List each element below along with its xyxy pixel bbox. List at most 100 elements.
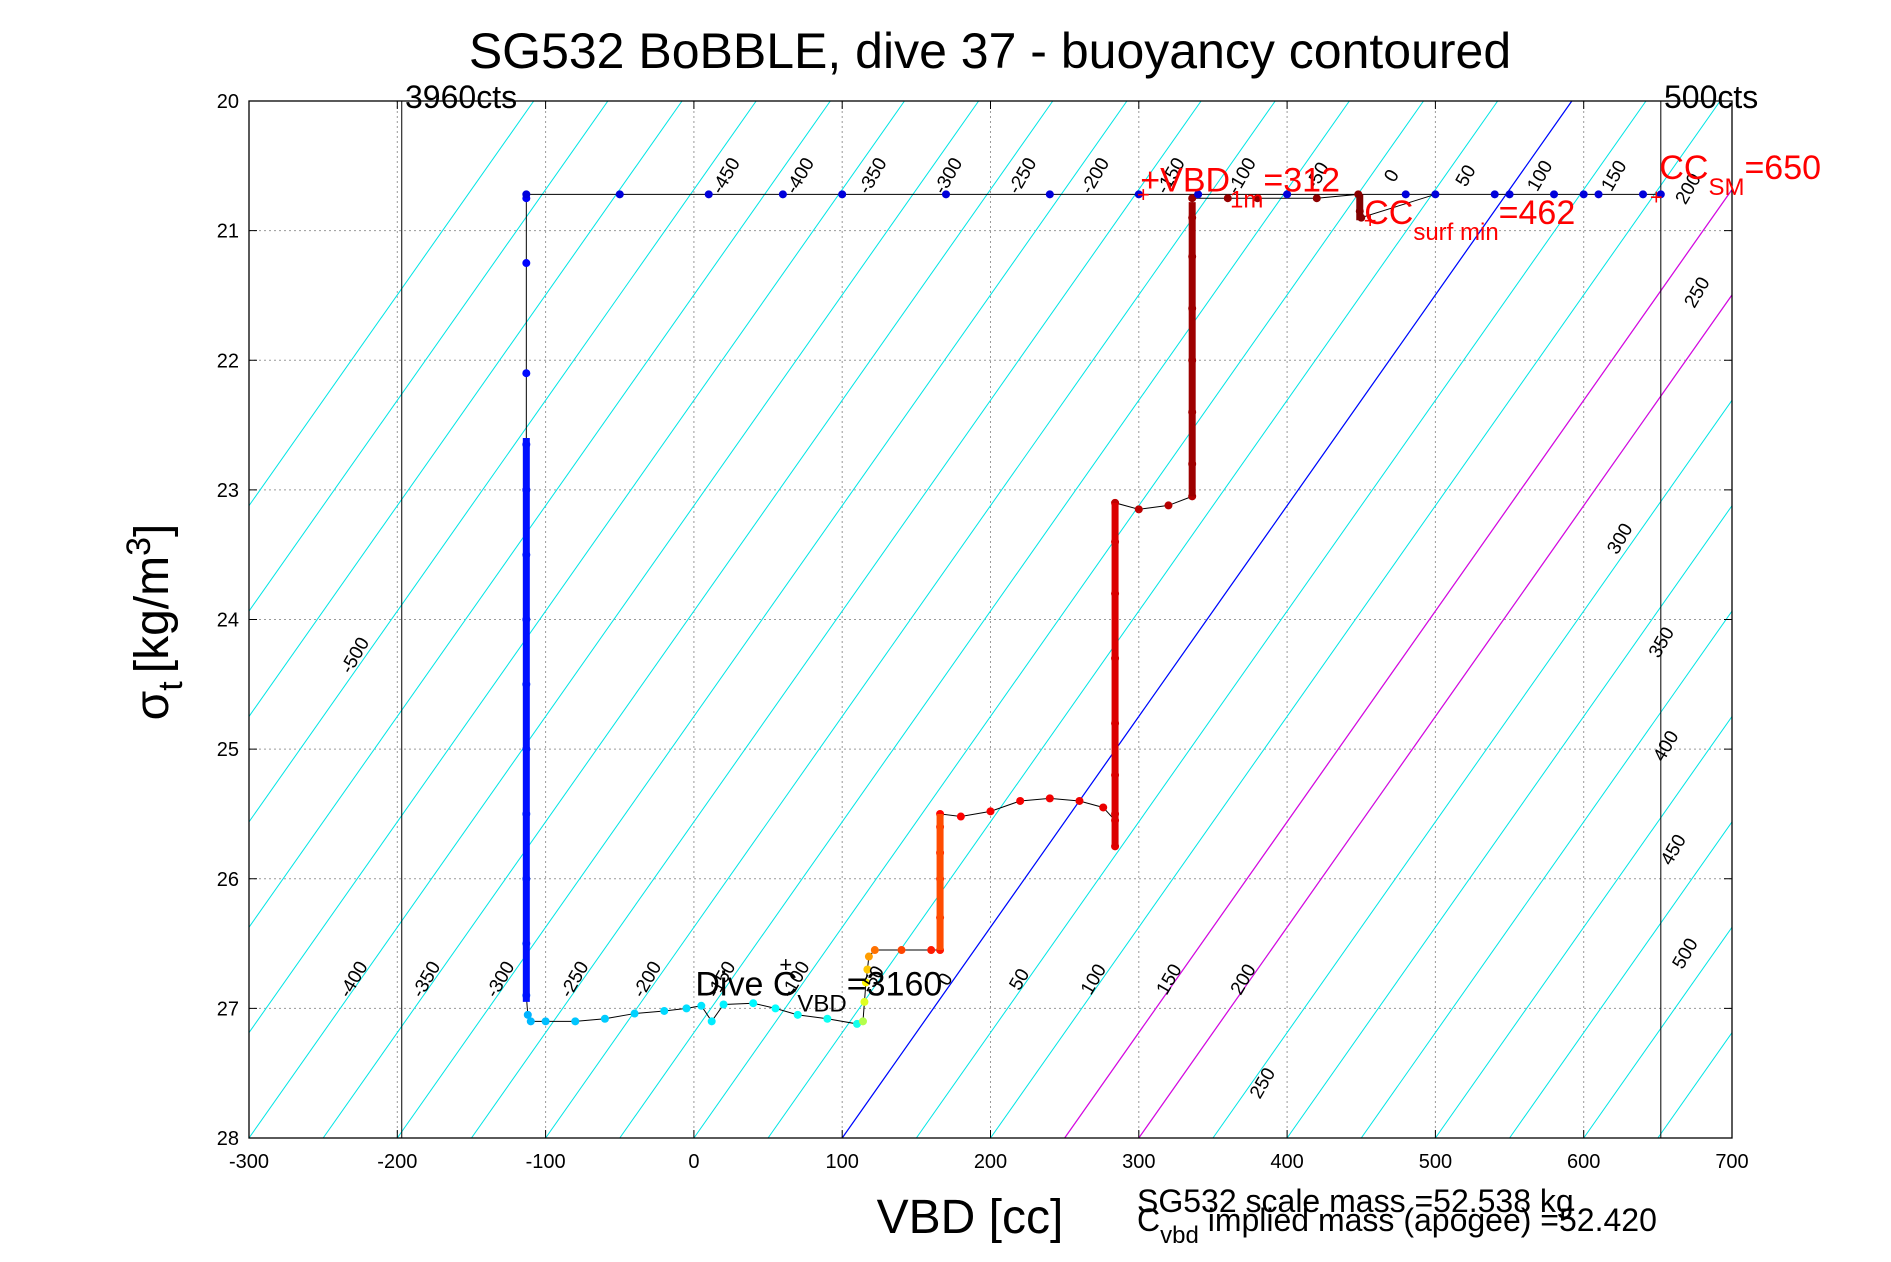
- x-tick-label: -100: [526, 1151, 566, 1173]
- data-point: [1223, 194, 1232, 203]
- vline-left-label: 3960cts: [405, 79, 517, 115]
- x-tick-label: -300: [229, 1151, 269, 1173]
- x-tick-label: 700: [1715, 1151, 1748, 1173]
- data-point: [986, 807, 995, 816]
- y-tick-label: 23: [217, 480, 239, 502]
- data-point: [1283, 190, 1292, 199]
- data-point: [858, 1017, 867, 1026]
- annotation-sub: 1m: [1230, 187, 1263, 214]
- vline-right-label: 500cts: [1664, 79, 1758, 115]
- data-point: [942, 190, 951, 199]
- data-point: [1579, 190, 1588, 199]
- data-point: [541, 1017, 550, 1026]
- y-label-unit: [kg/m: [126, 556, 179, 673]
- data-point: [704, 190, 713, 199]
- annotation-main: +VBD: [1140, 162, 1230, 200]
- reference-lines: [401, 101, 1662, 1138]
- annotation-main: CC: [1659, 149, 1708, 187]
- svg-text:σt[kg/m3]: σt [kg/m3]: [120, 524, 190, 721]
- data-point: [1134, 190, 1143, 199]
- contour-line-cyan: [545, 101, 1276, 1138]
- axis-ticks: -300 -200 -100 0 100 200 300 400 500 600 700 20 21 22…: [217, 91, 1749, 1173]
- y-tick-label: 28: [217, 1128, 239, 1150]
- data-point: [771, 1004, 780, 1013]
- contour-line-cyan: [1212, 399, 1732, 1138]
- scale-mass-note: SG532 scale mass =52.538 kg: [1137, 1183, 1574, 1219]
- marker-plus: +: [1137, 182, 1150, 207]
- annotation-main: Dive C: [695, 965, 797, 1003]
- contour-line-cyan: [249, 101, 905, 1034]
- data-point: [1550, 190, 1559, 199]
- data-point: [1594, 190, 1603, 199]
- contour-line-magenta: [1064, 188, 1732, 1138]
- implied-mass-main: C: [1137, 1202, 1160, 1238]
- annotation-value: =462: [1499, 194, 1576, 232]
- contour-line-cyan: [249, 101, 831, 929]
- data-point: [1164, 501, 1173, 510]
- data-points: [522, 190, 1665, 1028]
- contour-line-cyan: [990, 101, 1721, 1138]
- data-point: [927, 946, 936, 955]
- contour-line-cyan: [915, 101, 1647, 1138]
- x-tick-label: 200: [974, 1151, 1007, 1173]
- data-point: [1188, 194, 1197, 203]
- data-point: [778, 190, 787, 199]
- data-point: [697, 1001, 706, 1010]
- contour-line-cyan: [619, 101, 1350, 1138]
- data-point: [1490, 190, 1499, 199]
- contour-line-cyan: [471, 101, 1202, 1138]
- annotation-main: CC: [1364, 194, 1413, 232]
- data-point: [1016, 796, 1025, 805]
- y-label-sup: 3: [120, 537, 158, 556]
- annotation-sub: surf min: [1413, 219, 1498, 246]
- y-label-sub: t: [152, 681, 190, 691]
- marker-plus: +: [1364, 208, 1377, 233]
- data-point: [571, 1017, 580, 1026]
- y-label-close: ]: [126, 524, 179, 537]
- data-point: [1656, 190, 1665, 199]
- data-point: [1401, 190, 1410, 199]
- annotation-sub: VBD: [797, 990, 846, 1017]
- data-point: [615, 190, 624, 199]
- x-tick-label: 0: [688, 1151, 699, 1173]
- data-point: [1194, 190, 1203, 199]
- contour-line-cyan: [249, 101, 609, 612]
- y-tick-label: 22: [217, 350, 239, 372]
- x-axis-label: VBD [cc]: [877, 1191, 1064, 1244]
- contour-line-cyan: [1286, 504, 1732, 1138]
- contour-line-cyan: [767, 101, 1499, 1138]
- data-point: [660, 1006, 669, 1015]
- annotation-value: =3160: [847, 965, 943, 1003]
- annotation: +VBD1m=312: [1140, 162, 1340, 214]
- contour-line-cyan: [1509, 820, 1732, 1138]
- annotation-value: =312: [1263, 162, 1340, 200]
- chart-title: SG532 BoBBLE, dive 37 - buoyancy contour…: [469, 23, 1511, 79]
- data-point: [1431, 190, 1440, 199]
- data-point: [793, 1010, 802, 1019]
- contour-line-cyan: [249, 101, 980, 1138]
- implied-mass-sub: vbd: [1160, 1222, 1199, 1249]
- marker-plus: +: [1650, 185, 1663, 210]
- data-point: [870, 946, 879, 955]
- data-point: [749, 999, 758, 1008]
- data-point: [522, 369, 531, 378]
- contour-line-cyan: [249, 101, 683, 718]
- data-point: [630, 1009, 639, 1018]
- data-point: [1045, 794, 1054, 803]
- x-tick-label: 100: [826, 1151, 859, 1173]
- x-tick-label: 600: [1567, 1151, 1600, 1173]
- data-point: [864, 952, 873, 961]
- data-point: [1134, 505, 1143, 514]
- data-point: [897, 946, 906, 955]
- data-point: [1075, 796, 1084, 805]
- annotation-value: =650: [1744, 149, 1821, 187]
- contour-line-cyan: [1583, 926, 1732, 1138]
- contour-line-magenta: [1138, 293, 1732, 1138]
- data-point: [682, 1004, 691, 1013]
- marker-plus: +: [779, 952, 792, 977]
- y-tick-label: 21: [217, 221, 239, 243]
- x-tick-label: -200: [377, 1151, 417, 1173]
